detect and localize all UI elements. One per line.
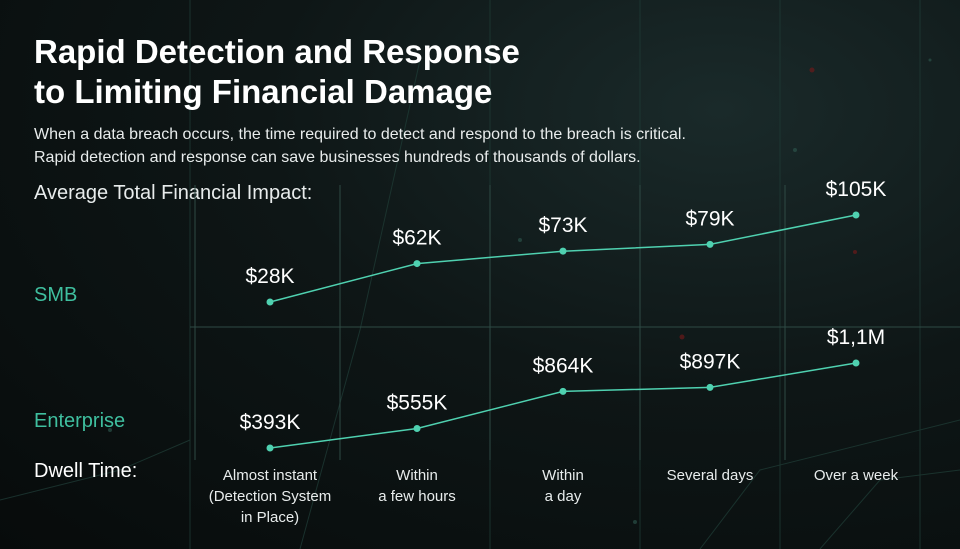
subtitle-line-2: Rapid detection and response can save bu… xyxy=(34,149,641,166)
page-subtitle: When a data breach occurs, the time requ… xyxy=(34,123,834,169)
series-label-enterprise: Enterprise xyxy=(34,410,126,432)
dwell-time-label: Dwell Time: xyxy=(34,460,138,482)
data-label-enterprise: $897K xyxy=(680,350,741,373)
category-label-line: Almost instant xyxy=(222,467,318,484)
data-label-enterprise: $393K xyxy=(240,411,301,434)
data-label-enterprise: $864K xyxy=(533,354,594,377)
data-point-enterprise xyxy=(559,387,567,395)
category-label-line: Over a week xyxy=(813,467,899,484)
data-label-smb: $79K xyxy=(685,207,734,230)
data-label-smb: $73K xyxy=(538,214,587,237)
data-label-smb: $62K xyxy=(392,227,441,250)
data-point-smb xyxy=(413,260,421,268)
category-label-line: Several days xyxy=(666,467,754,484)
category-label: Within a few hours xyxy=(337,465,497,507)
impact-label: Average Total Financial Impact: xyxy=(34,182,313,204)
data-point-enterprise xyxy=(852,359,860,367)
data-point-enterprise xyxy=(266,444,274,452)
category-label-line: Within xyxy=(542,467,584,484)
category-label: Over a week xyxy=(776,465,936,486)
data-point-smb xyxy=(852,211,860,219)
page-title: Rapid Detection and Response to Limiting… xyxy=(34,32,634,112)
category-label-line: a day xyxy=(544,488,582,505)
data-label-enterprise: $1,1M xyxy=(827,326,885,349)
data-label-smb: $28K xyxy=(245,265,294,288)
category-label: Several days xyxy=(630,465,790,486)
category-label: Almost instant (Detection System in Place) xyxy=(190,465,350,528)
data-point-enterprise xyxy=(413,425,421,433)
title-line-1: Rapid Detection and Response xyxy=(34,33,520,70)
category-label-line: (Detection System xyxy=(208,488,332,505)
data-label-smb: $105K xyxy=(826,178,887,201)
title-line-2: to Limiting Financial Damage xyxy=(34,73,493,110)
data-label-enterprise: $555K xyxy=(387,392,448,415)
data-point-smb xyxy=(266,298,274,306)
subtitle-line-1: When a data breach occurs, the time requ… xyxy=(34,126,686,143)
category-label-line: in Place) xyxy=(240,509,300,526)
category-label: Within a day xyxy=(483,465,643,507)
data-point-smb xyxy=(706,240,714,248)
category-label-line: Within xyxy=(396,467,438,484)
series-label-smb: SMB xyxy=(34,284,78,306)
data-point-enterprise xyxy=(706,383,714,391)
data-point-smb xyxy=(559,247,567,255)
category-label-line: a few hours xyxy=(378,488,456,505)
